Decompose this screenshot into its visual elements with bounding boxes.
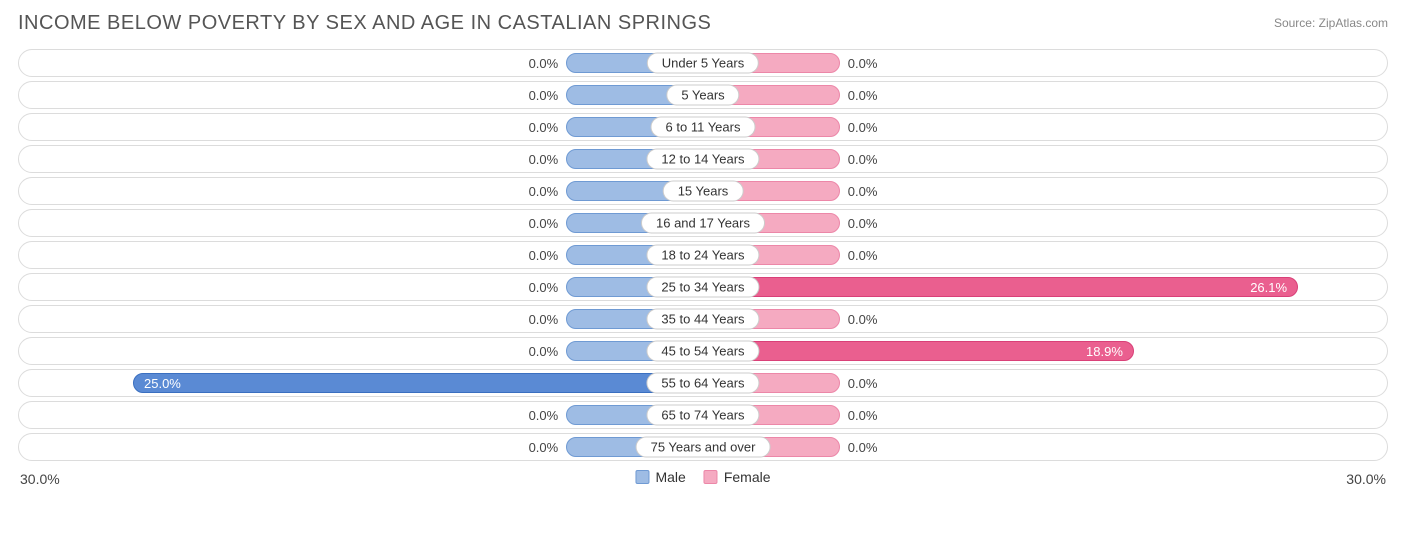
female-swatch-icon [704,470,718,484]
female-bar: 18.9% [703,341,1134,361]
legend: Male Female [635,469,770,485]
female-value-label: 0.0% [840,178,900,204]
female-value-label: 0.0% [840,434,900,460]
category-label: 65 to 74 Years [646,405,759,426]
chart-row: 0.0% 0.0% 65 to 74 Years [18,401,1388,429]
female-value-label: 0.0% [840,306,900,332]
category-label: Under 5 Years [647,53,759,74]
female-value-label: 0.0% [840,50,900,76]
chart-row: 0.0% 0.0% 15 Years [18,177,1388,205]
female-value-label: 0.0% [840,114,900,140]
category-label: 35 to 44 Years [646,309,759,330]
category-label: 6 to 11 Years [651,117,756,138]
category-label: 15 Years [663,181,744,202]
chart-row: 0.0% 0.0% 12 to 14 Years [18,145,1388,173]
chart-row: 0.0% 0.0% 6 to 11 Years [18,113,1388,141]
legend-male-label: Male [655,469,685,485]
female-bar: 26.1% [703,277,1298,297]
legend-female-label: Female [724,469,771,485]
chart-row: 25.0% 0.0% 55 to 64 Years [18,369,1388,397]
category-label: 25 to 34 Years [646,277,759,298]
chart-row: 0.0% 0.0% Under 5 Years [18,49,1388,77]
male-value-label: 0.0% [506,114,566,140]
female-value-label: 0.0% [840,210,900,236]
male-value-label: 0.0% [506,402,566,428]
chart-footer: 30.0% Male Female 30.0% [18,469,1388,493]
chart-row: 0.0% 0.0% 18 to 24 Years [18,241,1388,269]
diverging-bar-chart: INCOME BELOW POVERTY BY SEX AND AGE IN C… [0,0,1406,501]
category-label: 16 and 17 Years [641,213,765,234]
male-value-label: 0.0% [506,242,566,268]
male-value-label: 0.0% [506,146,566,172]
category-label: 5 Years [666,85,739,106]
male-value-label: 0.0% [506,82,566,108]
female-value-label: 18.9% [1086,344,1123,359]
chart-row: 0.0% 0.0% 75 Years and over [18,433,1388,461]
male-swatch-icon [635,470,649,484]
male-value-label: 0.0% [506,210,566,236]
male-value-label: 25.0% [144,376,181,391]
chart-row: 0.0% 26.1% 25 to 34 Years [18,273,1388,301]
category-label: 18 to 24 Years [646,245,759,266]
female-value-label: 0.0% [840,370,900,396]
legend-item-male: Male [635,469,685,485]
chart-row: 0.0% 0.0% 5 Years [18,81,1388,109]
category-label: 12 to 14 Years [646,149,759,170]
chart-row: 0.0% 18.9% 45 to 54 Years [18,337,1388,365]
axis-max-left: 30.0% [20,471,60,487]
female-value-label: 0.0% [840,402,900,428]
male-value-label: 0.0% [506,178,566,204]
female-value-label: 0.0% [840,82,900,108]
category-label: 45 to 54 Years [646,341,759,362]
female-value-label: 0.0% [840,146,900,172]
axis-max-right: 30.0% [1346,471,1386,487]
category-label: 75 Years and over [636,437,771,458]
legend-item-female: Female [704,469,771,485]
male-value-label: 0.0% [506,434,566,460]
male-value-label: 0.0% [506,306,566,332]
chart-row: 0.0% 0.0% 16 and 17 Years [18,209,1388,237]
chart-row: 0.0% 0.0% 35 to 44 Years [18,305,1388,333]
chart-header: INCOME BELOW POVERTY BY SEX AND AGE IN C… [18,12,1388,35]
female-value-label: 26.1% [1250,280,1287,295]
female-value-label: 0.0% [840,242,900,268]
male-value-label: 0.0% [506,338,566,364]
chart-title: INCOME BELOW POVERTY BY SEX AND AGE IN C… [18,12,711,35]
chart-source: Source: ZipAtlas.com [1274,16,1388,30]
category-label: 55 to 64 Years [646,373,759,394]
male-value-label: 0.0% [506,50,566,76]
chart-rows: 0.0%0.0%Under 5 Years0.0%0.0%5 Years0.0%… [18,49,1388,461]
male-bar: 25.0% [133,373,703,393]
male-value-label: 0.0% [506,274,566,300]
